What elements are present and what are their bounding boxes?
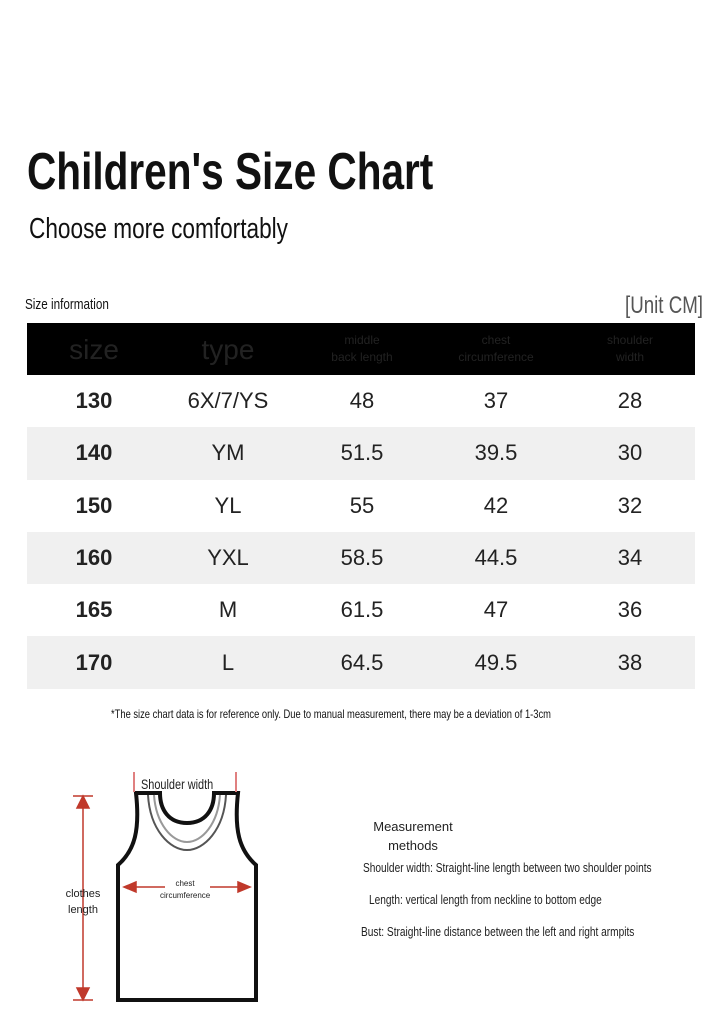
- table-cell: 34: [617, 545, 643, 571]
- chest-label: chest circumference: [160, 879, 211, 900]
- table-cell: 61.5: [340, 597, 384, 623]
- table-cell: 38: [617, 649, 643, 675]
- table-cell: 36: [617, 597, 643, 623]
- table-cell: 150: [75, 492, 113, 518]
- table-cell: 32: [617, 492, 643, 518]
- header-cell: type: [201, 333, 255, 365]
- table-cell: L: [221, 649, 235, 675]
- table-cell: 49.5: [474, 649, 518, 675]
- table-cell: 140: [75, 440, 113, 466]
- table-cell: 170: [75, 649, 113, 675]
- header-cell: chest circumference: [458, 333, 534, 364]
- shoulder-label: Shoulder width: [141, 776, 214, 792]
- table-cell: 47: [483, 597, 509, 623]
- table-row: 160 YXL 58.5 44.5 34: [27, 531, 695, 585]
- table-note: *The size chart data is for reference on…: [111, 707, 551, 721]
- header-cell: middle back length: [331, 333, 393, 364]
- table-cell: 130: [75, 388, 113, 414]
- methods-title: Measurement methods: [373, 819, 453, 853]
- table-cell: 28: [617, 388, 643, 414]
- table-cell: 48: [349, 388, 375, 414]
- header-row: size type middle back length chest circumfe…: [27, 323, 695, 375]
- table-cell: 39.5: [474, 440, 518, 466]
- table-row: 165 M 61.5 47 36: [27, 584, 695, 636]
- table-cell: 44.5: [474, 545, 518, 571]
- table-cell: 160: [75, 545, 113, 571]
- table-cell: 42: [483, 492, 509, 518]
- table-cell: 6X/7/YS: [187, 388, 269, 414]
- unit-label: [Unit CM]: [624, 292, 703, 319]
- header-cell: shoulder width: [606, 333, 654, 364]
- table-row: 140 YM 51.5 39.5 30: [27, 427, 695, 480]
- size-table: size type middle back length chest circumfe…: [27, 323, 695, 689]
- table-cell: M: [218, 597, 238, 623]
- title: Children's Size Chart: [27, 143, 434, 201]
- method-item: Bust: Straight-line distance between the…: [361, 924, 635, 939]
- table-cell: YM: [211, 440, 245, 466]
- table-row: 170 L 64.5 49.5 38: [27, 636, 695, 689]
- table-cell: 30: [617, 440, 643, 466]
- table-caption: Size information: [25, 296, 109, 313]
- length-label: clothes length: [65, 888, 101, 916]
- table-row: 130 6X/7/YS 48 37 28: [27, 375, 695, 427]
- header-cell: size: [69, 333, 119, 365]
- garment-diagram: [73, 772, 258, 1002]
- subtitle: Choose more comfortably: [29, 213, 288, 245]
- table-cell: 37: [483, 388, 509, 414]
- method-item: Shoulder width: Straight-line length bet…: [363, 860, 652, 875]
- table-row: 150 YL 55 42 32: [27, 480, 695, 532]
- table-cell: YL: [214, 492, 242, 518]
- method-item: Length: vertical length from neckline to…: [369, 892, 602, 907]
- table-cell: 55: [349, 492, 375, 518]
- table-cell: 64.5: [340, 649, 384, 675]
- table-cell: 51.5: [340, 440, 384, 466]
- table-cell: 165: [75, 597, 113, 623]
- table-cell: 58.5: [340, 545, 384, 571]
- table-cell: YXL: [207, 545, 249, 571]
